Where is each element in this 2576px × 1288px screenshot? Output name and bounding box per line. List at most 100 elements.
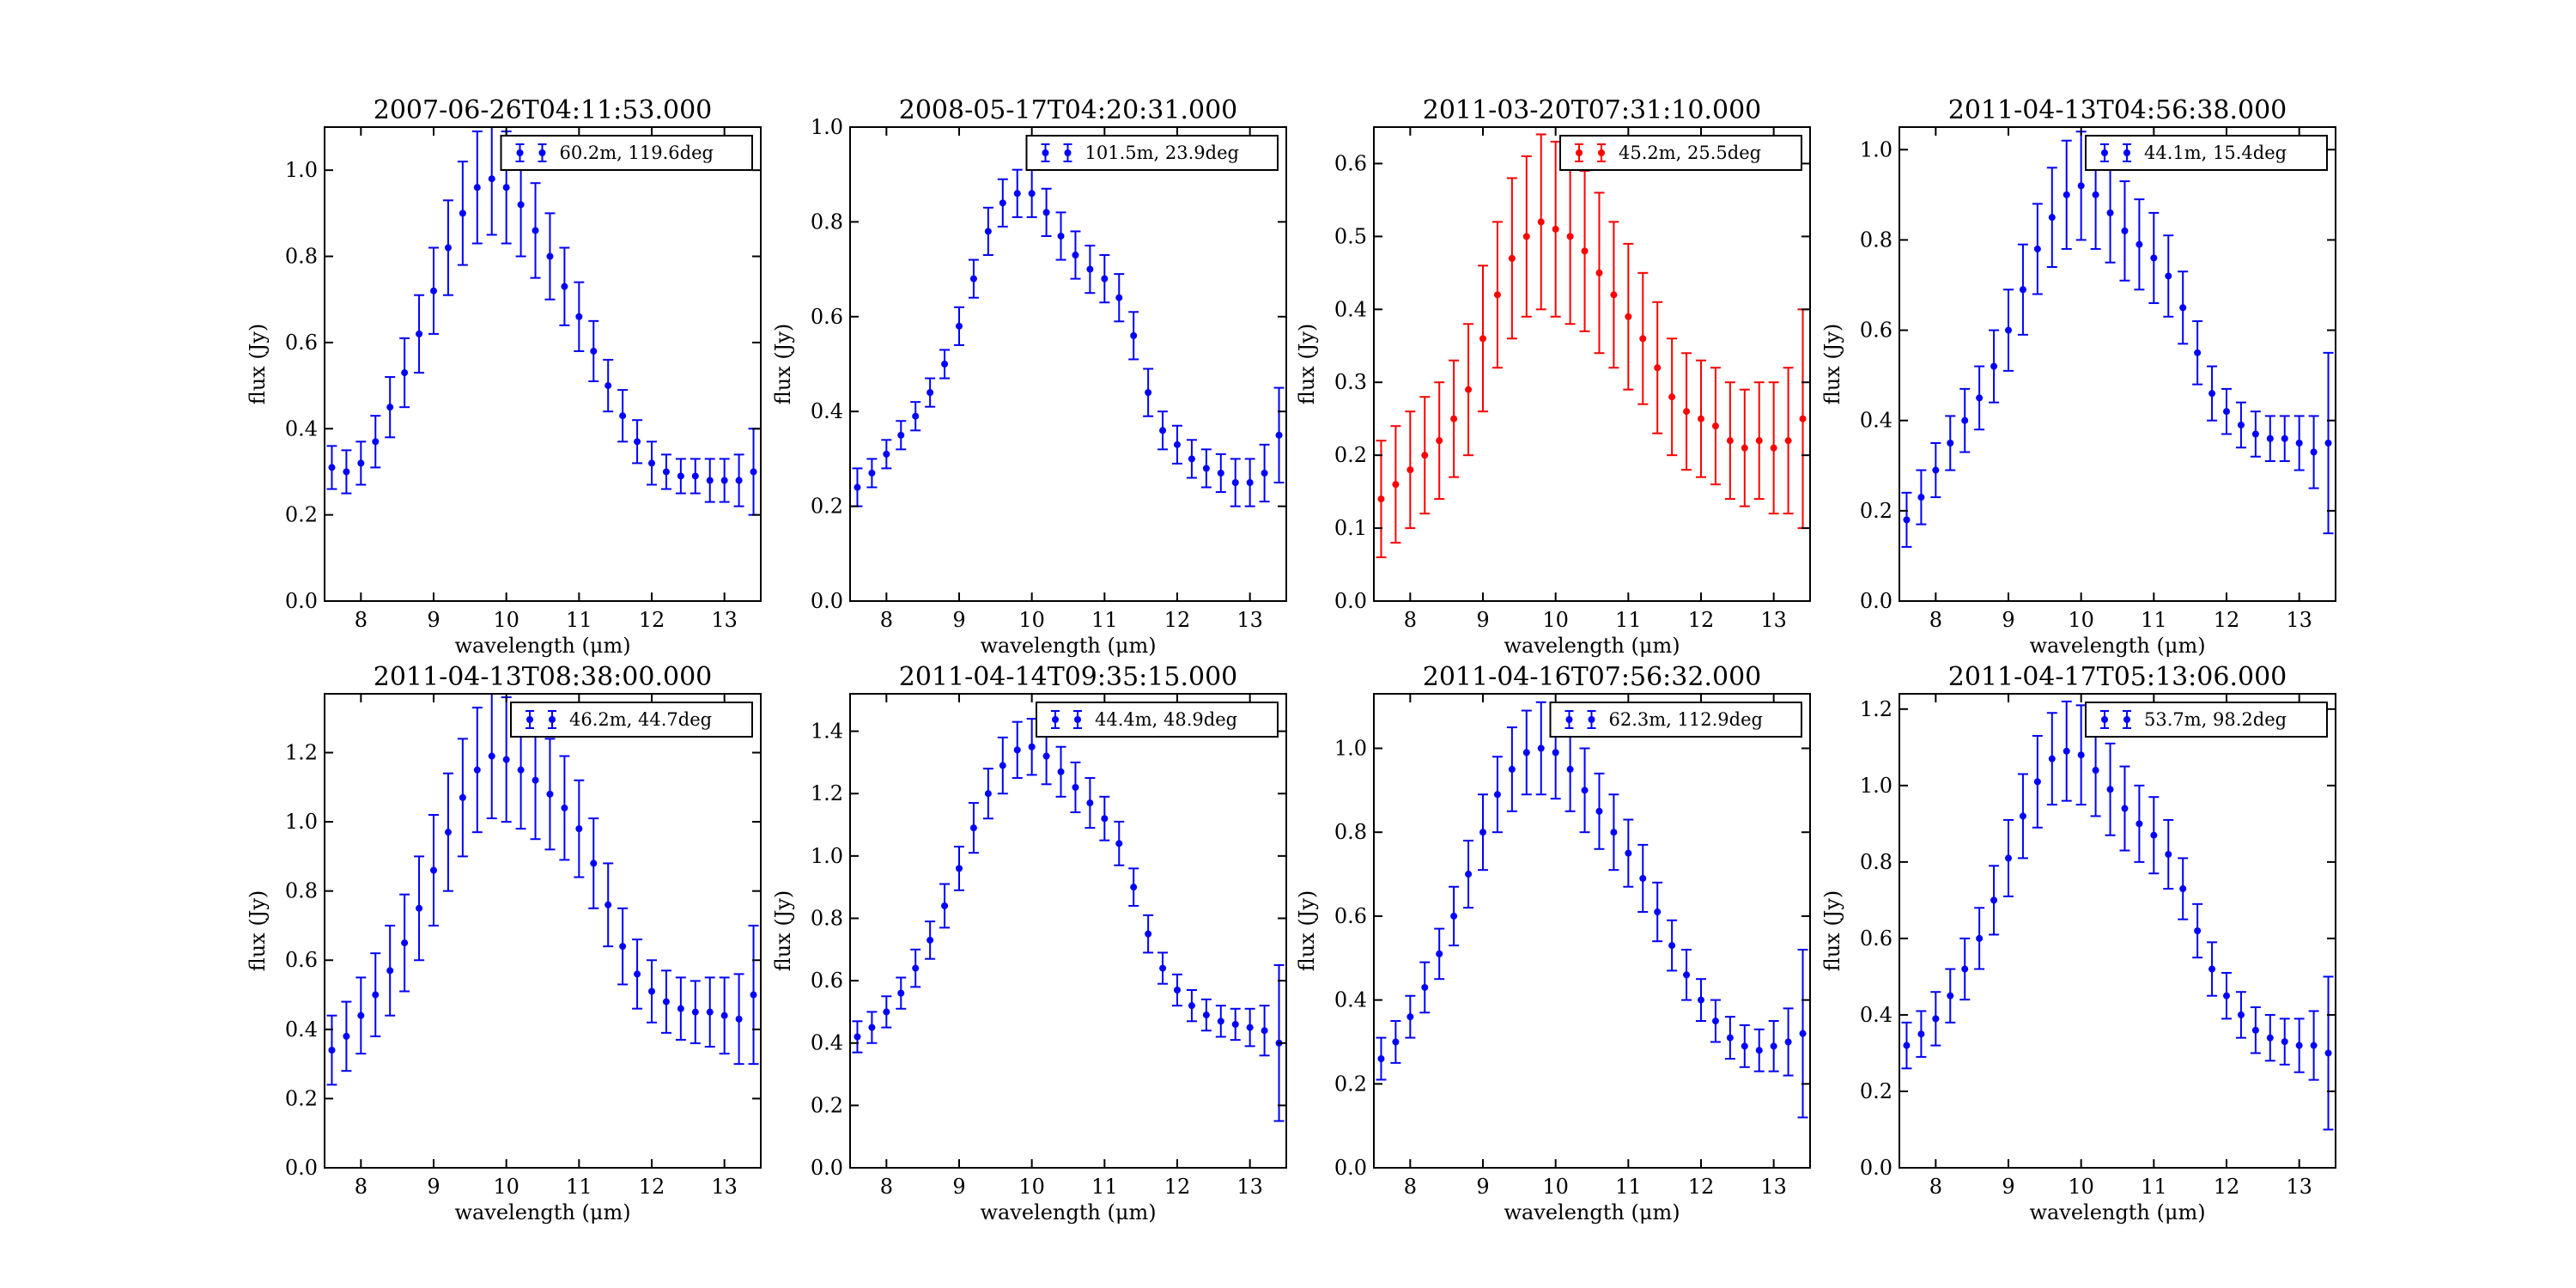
data-point xyxy=(1639,874,1647,882)
data-point xyxy=(927,936,934,944)
error-point xyxy=(2192,902,2203,959)
error-point xyxy=(1608,221,1619,369)
x-tick-label: 8 xyxy=(1404,1175,1417,1199)
error-point xyxy=(2090,723,2101,817)
error-point xyxy=(2061,139,2072,250)
error-point xyxy=(1916,1010,1927,1058)
error-point xyxy=(690,458,701,495)
error-point xyxy=(603,862,614,948)
y-tick-label: 0.3 xyxy=(1334,370,1367,394)
data-point xyxy=(1947,440,1954,447)
error-point xyxy=(1506,726,1517,812)
data-point xyxy=(1130,884,1138,891)
y-tick-label: 0.6 xyxy=(285,948,318,972)
error-point xyxy=(1478,793,1488,872)
data-series xyxy=(1376,701,1808,1119)
data-point xyxy=(2310,448,2318,456)
data-point xyxy=(735,1015,743,1023)
data-point xyxy=(1917,494,1925,501)
data-point xyxy=(1784,437,1792,445)
error-point xyxy=(1419,396,1431,515)
error-point xyxy=(1055,211,1066,261)
data-point xyxy=(372,991,380,999)
data-point xyxy=(517,201,525,209)
error-point xyxy=(748,428,759,516)
error-point xyxy=(457,738,468,858)
data-point xyxy=(386,967,394,975)
error-point xyxy=(603,358,614,413)
error-point xyxy=(2075,131,2087,241)
error-point xyxy=(2134,198,2145,291)
error-point xyxy=(896,420,907,451)
x-tick-label: 9 xyxy=(427,608,440,632)
error-point xyxy=(1989,329,2000,404)
x-tick-label: 10 xyxy=(1542,608,1569,632)
x-tick-label: 9 xyxy=(1476,608,1489,632)
data-point xyxy=(677,472,684,480)
data-point xyxy=(532,227,539,234)
axes-frame xyxy=(1373,126,1811,602)
data-point xyxy=(662,468,670,476)
y-tick-label: 0.4 xyxy=(1334,988,1367,1012)
error-point xyxy=(370,415,381,469)
error-point xyxy=(1099,254,1110,304)
error-point xyxy=(719,976,730,1055)
data-point xyxy=(2150,831,2158,839)
data-point xyxy=(1174,987,1181,993)
subplot-title: 2011-04-13T08:38:00.000 xyxy=(374,662,713,692)
x-tick-label: 12 xyxy=(639,1175,665,1199)
x-tick-label: 9 xyxy=(952,608,965,632)
error-point xyxy=(733,973,744,1066)
legend: 45.2m, 25.5deg xyxy=(1559,135,1802,171)
error-point xyxy=(1594,772,1605,850)
legend-marker xyxy=(1041,143,1072,162)
axes-frame xyxy=(849,126,1287,602)
data-point xyxy=(1101,275,1109,283)
data-point xyxy=(444,244,452,252)
error-point xyxy=(1974,907,1985,970)
data-point xyxy=(546,252,554,260)
error-point xyxy=(1783,1007,1794,1077)
data-point xyxy=(2295,1042,2303,1049)
error-point xyxy=(2221,387,2232,435)
data-point xyxy=(2266,1034,2274,1042)
data-point xyxy=(2324,440,2332,447)
error-point xyxy=(2279,415,2290,463)
data-point xyxy=(706,477,714,484)
data-point xyxy=(546,790,554,798)
error-point xyxy=(997,736,1008,795)
data-point xyxy=(999,199,1006,207)
data-point xyxy=(1639,335,1647,343)
data-point xyxy=(1436,950,1443,957)
data-point xyxy=(328,1047,336,1054)
error-point xyxy=(442,199,453,296)
x-tick-label: 8 xyxy=(880,608,893,632)
x-tick-label: 13 xyxy=(1760,1175,1787,1199)
x-tick-label: 9 xyxy=(952,1175,965,1199)
data-point xyxy=(575,313,583,320)
error-point xyxy=(471,707,483,834)
data-point xyxy=(927,389,934,397)
x-tick-label: 11 xyxy=(2141,1175,2167,1199)
data-point xyxy=(2281,434,2288,442)
data-point xyxy=(2223,408,2230,416)
error-point xyxy=(1172,973,1182,1007)
data-point xyxy=(2106,209,2114,216)
y-tick-label: 0.4 xyxy=(1334,297,1367,321)
data-point xyxy=(969,824,977,832)
data-point xyxy=(897,431,905,439)
data-point xyxy=(999,762,1006,769)
x-tick-label: 13 xyxy=(2286,1175,2312,1199)
data-point xyxy=(605,382,612,390)
error-point xyxy=(896,976,907,1010)
data-point xyxy=(430,287,437,295)
data-point xyxy=(416,904,423,912)
data-point xyxy=(648,459,655,467)
error-point xyxy=(2046,167,2057,268)
data-point xyxy=(1755,437,1763,445)
data-point xyxy=(2223,992,2230,999)
error-point xyxy=(632,419,643,465)
data-point xyxy=(1072,783,1079,791)
x-tick-label: 10 xyxy=(2068,1175,2094,1199)
error-point xyxy=(2003,289,2014,372)
